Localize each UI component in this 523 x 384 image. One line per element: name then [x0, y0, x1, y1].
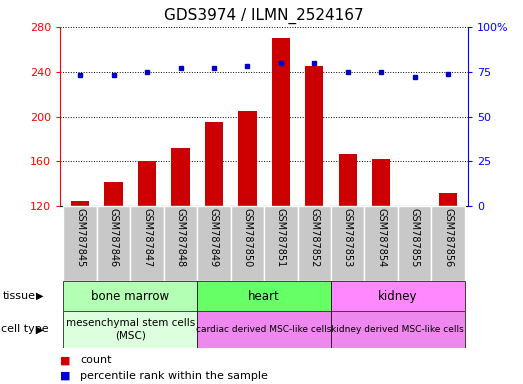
Bar	[164, 206, 197, 281]
Bar	[197, 311, 331, 348]
Text: kidney derived MSC-like cells: kidney derived MSC-like cells	[332, 325, 464, 334]
Bar	[71, 200, 89, 206]
Text: GSM787845: GSM787845	[75, 209, 85, 268]
Bar	[97, 206, 130, 281]
Bar	[63, 206, 97, 281]
Bar	[105, 182, 123, 206]
Bar	[205, 122, 223, 206]
Text: bone marrow: bone marrow	[92, 290, 169, 303]
Bar	[305, 66, 323, 206]
Text: tissue: tissue	[3, 291, 36, 301]
Text: ■: ■	[60, 355, 71, 365]
Bar	[405, 206, 424, 212]
Bar	[231, 206, 264, 281]
Text: cell type: cell type	[1, 324, 48, 334]
Bar	[63, 311, 197, 348]
Bar	[398, 206, 431, 281]
Text: GSM787853: GSM787853	[343, 209, 353, 268]
Bar	[365, 206, 398, 281]
Bar	[331, 281, 465, 311]
Text: cardiac derived MSC-like cells: cardiac derived MSC-like cells	[197, 325, 332, 334]
Text: mesenchymal stem cells
(MSC): mesenchymal stem cells (MSC)	[66, 318, 195, 340]
Bar	[138, 161, 156, 206]
Text: GSM787849: GSM787849	[209, 209, 219, 268]
Text: GSM787852: GSM787852	[309, 209, 319, 268]
Bar	[372, 159, 390, 206]
Title: GDS3974 / ILMN_2524167: GDS3974 / ILMN_2524167	[164, 8, 364, 24]
Bar	[331, 206, 365, 281]
Bar	[197, 281, 331, 311]
Bar	[130, 206, 164, 281]
Bar	[439, 193, 457, 206]
Bar	[298, 206, 331, 281]
Text: count: count	[80, 355, 111, 365]
Text: heart: heart	[248, 290, 280, 303]
Text: GSM787846: GSM787846	[109, 209, 119, 268]
Bar	[63, 281, 197, 311]
Text: GSM787847: GSM787847	[142, 209, 152, 268]
Bar	[264, 206, 298, 281]
Bar	[271, 38, 290, 206]
Text: GSM787848: GSM787848	[176, 209, 186, 268]
Bar	[431, 206, 465, 281]
Bar	[197, 206, 231, 281]
Text: ■: ■	[60, 371, 71, 381]
Text: GSM787854: GSM787854	[376, 209, 386, 268]
Text: percentile rank within the sample: percentile rank within the sample	[80, 371, 268, 381]
Text: ▶: ▶	[36, 324, 43, 334]
Text: kidney: kidney	[378, 290, 418, 303]
Text: GSM787855: GSM787855	[410, 209, 419, 268]
Text: GSM787856: GSM787856	[443, 209, 453, 268]
Bar	[331, 311, 465, 348]
Text: GSM787851: GSM787851	[276, 209, 286, 268]
Text: ▶: ▶	[36, 291, 43, 301]
Bar	[238, 111, 257, 206]
Bar	[338, 154, 357, 206]
Bar	[172, 148, 190, 206]
Text: GSM787850: GSM787850	[242, 209, 253, 268]
